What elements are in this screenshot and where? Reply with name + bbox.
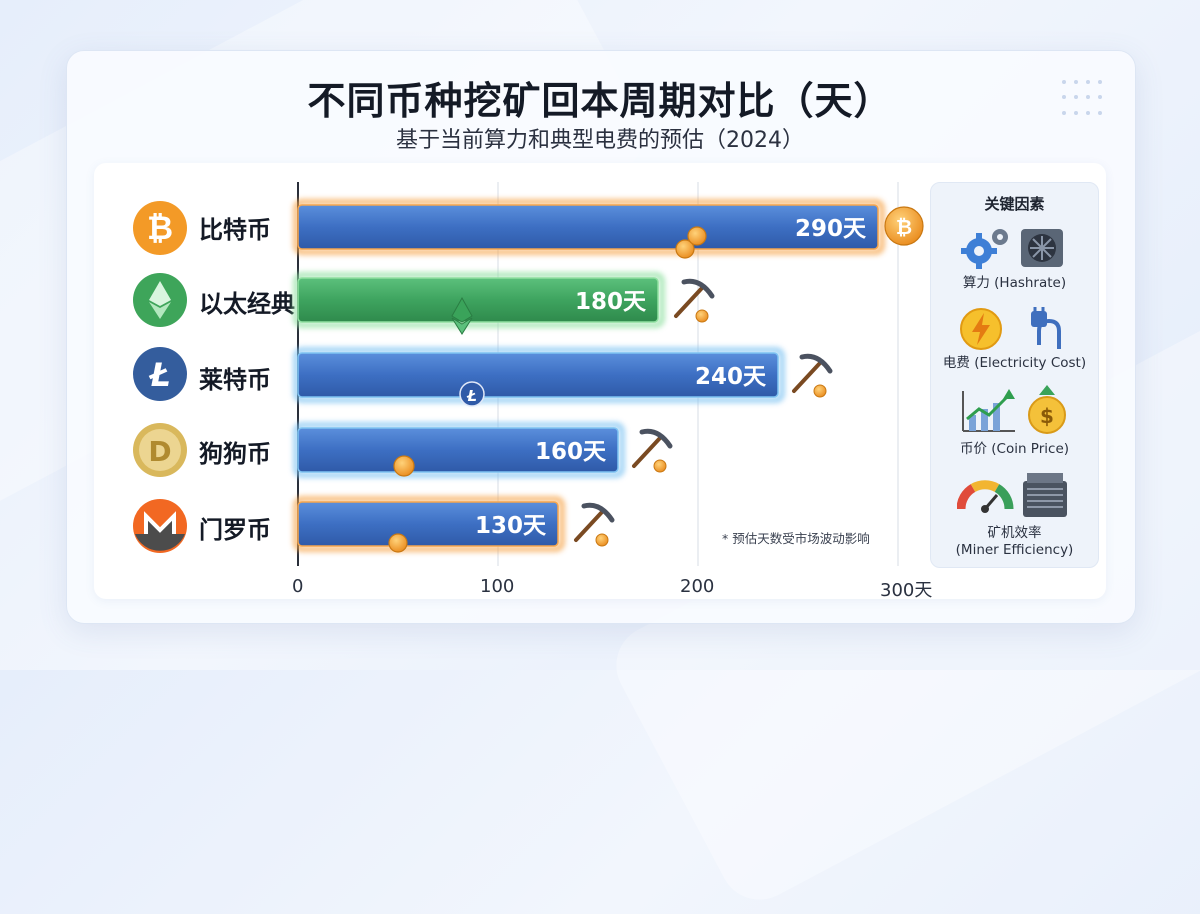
coin-name-ethereum-classic: 以太经典 — [199, 290, 295, 318]
coin-name-litecoin: 莱特币 — [199, 366, 271, 394]
bitcoin-coin-symbol: ₿ — [896, 215, 912, 239]
pickaxe-icon — [792, 353, 833, 398]
bar-value-label: 290天 — [795, 216, 867, 242]
bitcoin-icon: ₿ — [133, 201, 187, 255]
svg-text:Ł: Ł — [148, 356, 170, 394]
chart-note: * 预估天数受市场波动影响 — [722, 531, 870, 546]
coin-icon — [675, 239, 695, 259]
page-title: 不同币种挖矿回本周期对比（天） — [307, 79, 893, 123]
gauge-miner-icon — [957, 473, 1067, 517]
x-tick-label: 300天 — [880, 580, 933, 601]
key-factors-title: 关键因素 — [984, 195, 1045, 213]
svg-text:₿: ₿ — [147, 209, 173, 247]
key-factors-panel: 关键因素 算力 (Hashrate) 电费 (Electricity Cost)… — [930, 182, 1099, 568]
bar-glow — [293, 422, 625, 478]
litecoin-icon: Ł — [133, 347, 187, 401]
bar-chart: 290天 180天 240天 160天 130天 ₿ Ł — [293, 182, 924, 566]
factor-electricity-cost: 电费 (Electricity Cost) — [942, 355, 1087, 371]
x-tick-label: 0 — [292, 576, 304, 597]
lightning-plug-icon — [960, 307, 1061, 350]
pickaxe-icon — [674, 278, 715, 323]
x-tick-label: 100 — [480, 576, 515, 597]
pickaxe-icon — [632, 428, 673, 473]
bar-value-label: 180天 — [575, 289, 647, 315]
x-tick-label: 200 — [680, 576, 715, 597]
bar-glow — [293, 199, 885, 255]
svg-text:Ł: Ł — [466, 387, 477, 405]
coin-icon — [687, 226, 707, 246]
bar-0 — [297, 204, 879, 250]
ethereum-classic-icon — [133, 273, 187, 327]
factor-miner-efficiency: 矿机效率 (Miner Efficiency) — [955, 525, 1074, 558]
factor-hashrate: 算力 (Hashrate) — [962, 275, 1067, 291]
page-subtitle: 基于当前算力和典型电费的预估（2024） — [396, 128, 804, 153]
bar-1 — [297, 277, 659, 323]
coin-icon — [388, 533, 408, 553]
growth-chart-dollar-icon: $ — [962, 385, 1066, 434]
bar-3 — [297, 427, 619, 473]
bar-glow — [293, 496, 565, 552]
bar-value-label: 130天 — [475, 513, 547, 539]
litecoin-mark: Ł — [459, 381, 485, 407]
gears-icon — [961, 229, 1063, 269]
bar-4 — [297, 501, 559, 547]
svg-text:$: $ — [1040, 404, 1054, 428]
pickaxe-icon — [574, 502, 615, 547]
ethereum-classic-mark — [451, 296, 473, 335]
coin-icon — [884, 206, 924, 246]
bar-2 — [297, 352, 779, 398]
coin-name-bitcoin: 比特币 — [199, 216, 271, 244]
factor-coin-price: 币价 (Coin Price) — [959, 441, 1070, 457]
bar-glow — [293, 347, 785, 403]
coin-name-dogecoin: 狗狗币 — [199, 440, 271, 468]
decorative-dots — [1062, 80, 1102, 120]
coin-name-monero: 门罗币 — [199, 516, 271, 544]
coin-icon — [393, 455, 415, 477]
bar-value-label: 160天 — [535, 439, 607, 465]
svg-text:D: D — [148, 435, 171, 468]
bar-glow — [293, 272, 665, 328]
monero-icon — [133, 499, 187, 553]
dogecoin-icon: D — [133, 423, 187, 477]
bar-value-label: 240天 — [695, 364, 767, 390]
